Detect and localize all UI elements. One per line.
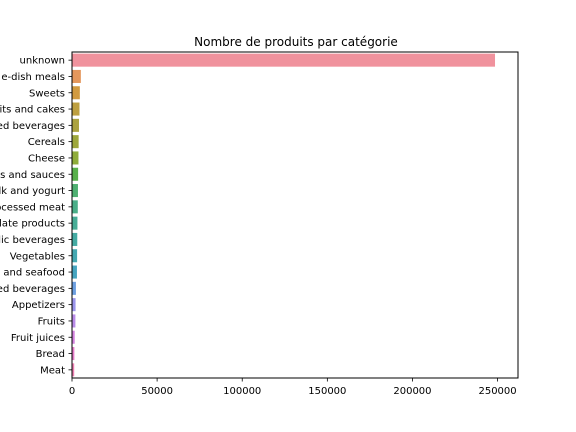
x-tick-label: 150000 (308, 386, 346, 397)
chart-title: Nombre de produits par catégorie (194, 35, 398, 49)
y-tick-label: Meat (40, 365, 65, 376)
y-tick-label: and seafood (3, 268, 65, 279)
bar-unsweetened-beverages (72, 281, 76, 295)
y-tick-label: Sweets (29, 88, 65, 99)
bar-one-dish-meals (72, 69, 81, 83)
y-tick-label: e-dish meals (1, 72, 65, 83)
x-tick-label: 200000 (393, 386, 431, 397)
y-tick-label: lic beverages (0, 235, 65, 246)
x-tick-label: 250000 (478, 386, 516, 397)
bar-sweetened-beverages (72, 118, 79, 132)
y-tick-label: Fruit juices (11, 333, 65, 344)
y-tick-label: Vegetables (10, 251, 65, 262)
y-tick-labels: unknown e-dish meals Sweets its and cakes ed… (0, 56, 72, 376)
bar-biscuits-and-cakes (72, 102, 80, 116)
y-tick-label: Bread (36, 349, 65, 360)
bar-fruits (72, 314, 76, 328)
bar-meat (72, 363, 75, 377)
y-tick-label: Cheese (28, 153, 65, 164)
y-tick-label: ed beverages (0, 284, 65, 295)
x-tick-label: 0 (69, 386, 75, 397)
bar-cereals (72, 135, 79, 149)
plot-frame (71, 51, 519, 379)
bar-vegetables (72, 249, 78, 263)
bar-dressings-and-sauces (72, 167, 79, 181)
y-tick-label: Appetizers (12, 300, 65, 311)
bar-sweets (72, 86, 80, 100)
y-tick-label: s and sauces (0, 170, 65, 181)
y-tick-label: Cereals (28, 137, 65, 148)
y-tick-label: ed beverages (0, 121, 65, 132)
y-tick-label: late products (0, 219, 65, 230)
bar-cheese (72, 151, 79, 165)
bar-chocolate-products (72, 216, 78, 230)
bar-milk-and-yogurt (72, 184, 78, 198)
y-tick-label: Fruits (38, 316, 65, 327)
bar-fish-and-seafood (72, 265, 77, 279)
y-tick-label: ocessed meat (0, 202, 65, 213)
x-tick-label: 50000 (141, 386, 173, 397)
bar-bread (72, 347, 75, 361)
bar-fruit-juices (72, 330, 75, 344)
bar-unknown (72, 53, 496, 67)
x-tick-label: 100000 (223, 386, 261, 397)
bar-appetizers (72, 298, 76, 312)
bar-alcoholic-beverages (72, 232, 78, 246)
bars-group (72, 53, 496, 377)
x-axis: 0 50000 100000 150000 200000 250000 (69, 378, 517, 397)
bar-processed-meat (72, 200, 78, 214)
y-tick-label: its and cakes (0, 105, 65, 116)
y-tick-label: unknown (20, 56, 65, 67)
y-tick-label: lk and yogurt (0, 186, 65, 197)
